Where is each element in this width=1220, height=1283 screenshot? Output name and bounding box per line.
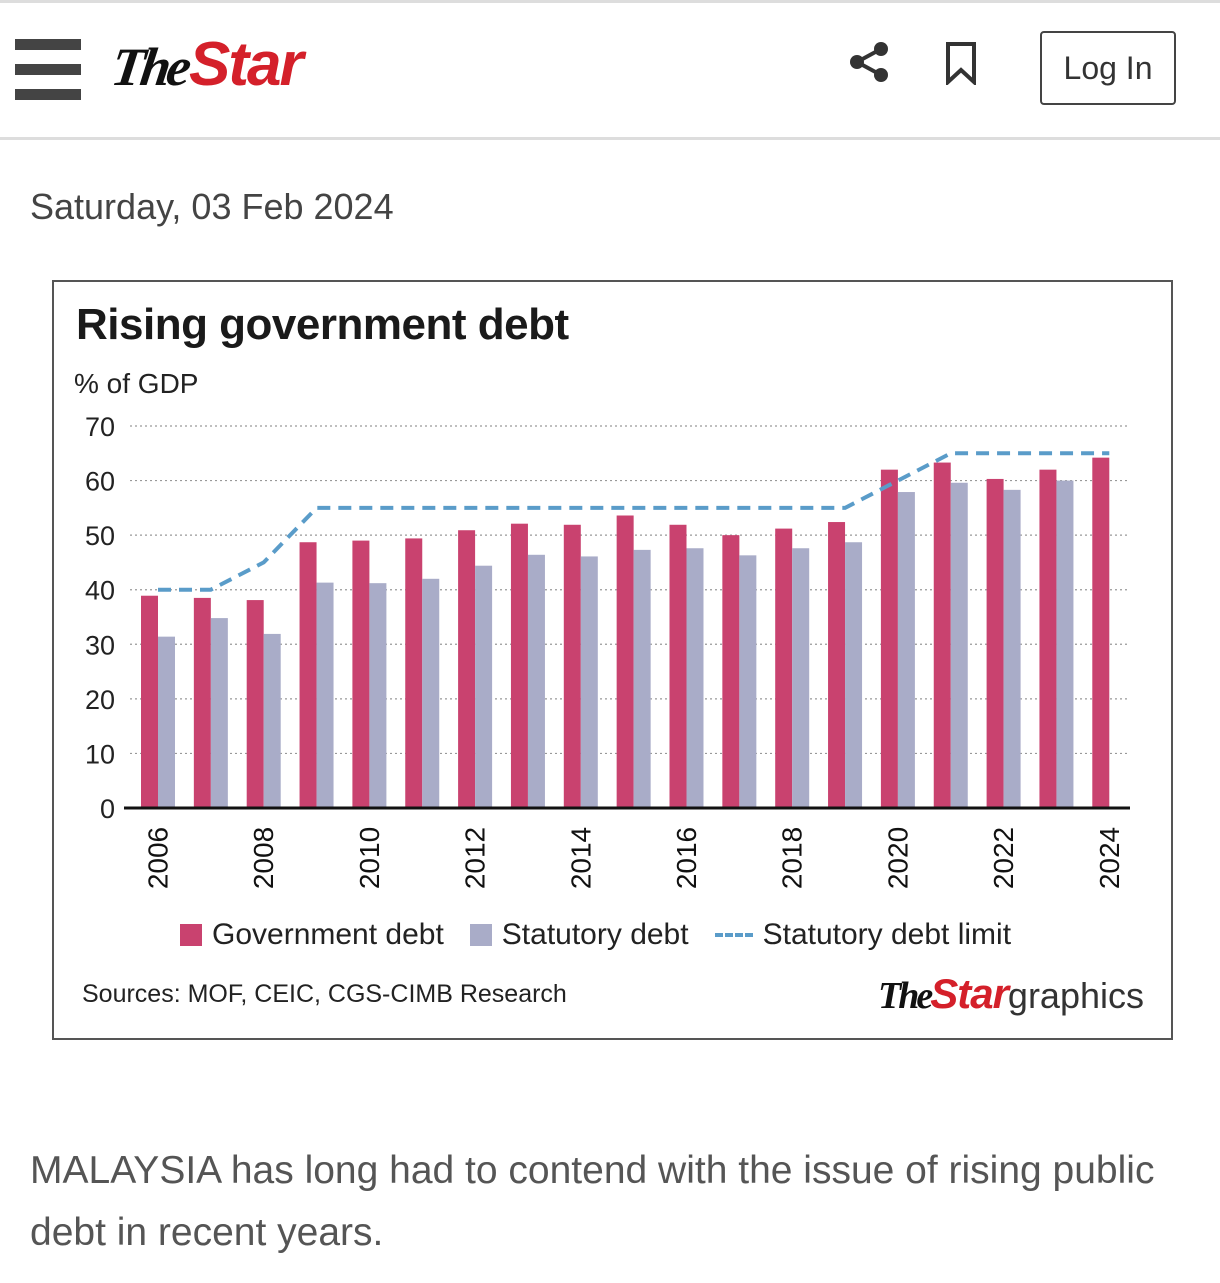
- star-graphics-credit: The Star graphics: [878, 970, 1144, 1018]
- y-tick-label: 20: [85, 685, 115, 715]
- bar-government-2018: [775, 528, 793, 808]
- chart-title: Rising government debt: [76, 300, 569, 349]
- bar-government-2014: [563, 524, 581, 808]
- bar-government-2015: [616, 515, 634, 808]
- bar-government-2020: [880, 469, 898, 808]
- legend-label-government: Government debt: [212, 918, 444, 951]
- legend-swatch-government: [180, 924, 202, 946]
- bar-statutory-2018: [792, 548, 810, 808]
- bar-government-2013: [510, 523, 528, 808]
- x-tick-label: 2012: [460, 827, 491, 889]
- bar-statutory-2011: [422, 578, 440, 808]
- y-tick-label: 0: [100, 794, 115, 824]
- article-lead-paragraph: MALAYSIA has long had to contend with th…: [30, 1149, 1155, 1254]
- bar-government-2024: [1092, 457, 1110, 808]
- bar-statutory-2020: [897, 492, 915, 808]
- x-tick-label: 2022: [988, 827, 1019, 889]
- y-tick-label: 10: [85, 739, 115, 769]
- x-tick-label: 2010: [354, 827, 385, 889]
- statutory-debt-limit-line: [158, 451, 1110, 592]
- bar-government-2021: [933, 462, 951, 808]
- bar-statutory-2006: [158, 636, 175, 808]
- chart-sources: Sources: MOF, CEIC, CGS-CIMB Research: [82, 980, 567, 1008]
- chart-frame: [52, 280, 1173, 1040]
- bar-statutory-2008: [263, 633, 281, 808]
- bar-statutory-2022: [1003, 489, 1021, 808]
- credit-the: The: [878, 975, 933, 1017]
- bar-government-2019: [828, 522, 846, 808]
- bar-government-2016: [669, 524, 687, 808]
- bar-government-2008: [246, 600, 264, 808]
- login-button[interactable]: Log In: [1040, 31, 1176, 105]
- bar-statutory-2010: [369, 583, 387, 808]
- x-tick-label: 2020: [882, 827, 913, 889]
- y-tick-label: 70: [85, 412, 115, 442]
- share-icon[interactable]: [848, 41, 890, 83]
- y-tick-label: 30: [85, 630, 115, 660]
- x-tick-label: 2006: [143, 827, 174, 889]
- legend-label-limit: Statutory debt limit: [762, 918, 1012, 951]
- credit-graphics: graphics: [1007, 975, 1144, 1016]
- bar-government-2022: [986, 478, 1004, 808]
- bar-statutory-2015: [633, 549, 651, 808]
- article-date: Saturday, 03 Feb 2024: [30, 186, 394, 227]
- legend-swatch-statutory: [469, 924, 492, 946]
- credit-star: Star: [930, 970, 1009, 1017]
- chart-legend: Government debt Statutory debt Statutory…: [180, 918, 1037, 952]
- x-tick-label: 2016: [671, 827, 702, 889]
- bar-government-2017: [722, 535, 740, 808]
- site-logo[interactable]: The Star: [108, 29, 304, 99]
- x-tick-label: 2024: [1094, 827, 1125, 889]
- menu-icon[interactable]: [15, 39, 81, 101]
- x-tick-label: 2018: [777, 827, 808, 889]
- legend-statutory-debt: Statutory debt: [469, 918, 689, 952]
- top-nav-bar: The Star Log In: [0, 0, 1220, 140]
- logo-star: Star: [189, 30, 304, 99]
- bar-government-2009: [299, 542, 317, 808]
- y-tick-label: 60: [85, 467, 115, 497]
- bar-government-2010: [352, 540, 370, 808]
- bookmark-icon[interactable]: [942, 41, 980, 85]
- legend-swatch-limit: [714, 933, 753, 937]
- y-tick-label: 50: [85, 521, 115, 551]
- bar-statutory-2023: [1056, 480, 1074, 808]
- bar-statutory-2014: [580, 556, 598, 808]
- y-axis-unit: % of GDP: [74, 368, 199, 399]
- legend-government-debt: Government debt: [180, 918, 444, 952]
- bar-statutory-2021: [950, 482, 968, 808]
- bar-government-2011: [405, 538, 423, 808]
- bar-statutory-2017: [739, 555, 757, 808]
- x-tick-label: 2008: [248, 827, 279, 889]
- legend-debt-limit: Statutory debt limit: [714, 918, 1012, 952]
- bar-statutory-2013: [527, 554, 545, 808]
- bar-government-2012: [458, 530, 476, 808]
- bar-statutory-2009: [316, 582, 334, 808]
- bar-statutory-2007: [210, 618, 228, 808]
- y-tick-label: 40: [85, 576, 115, 606]
- bar-statutory-2019: [845, 542, 863, 808]
- bar-government-2007: [193, 597, 211, 808]
- x-tick-label: 2014: [565, 827, 596, 889]
- bar-statutory-2012: [475, 565, 493, 808]
- bar-statutory-2016: [686, 548, 704, 808]
- bar-government-2023: [1039, 469, 1057, 808]
- bar-government-2006: [141, 595, 158, 808]
- legend-label-statutory: Statutory debt: [501, 918, 689, 951]
